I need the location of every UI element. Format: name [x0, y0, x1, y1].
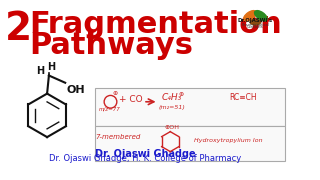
- Text: Hydroxytropylium Ion: Hydroxytropylium Ion: [194, 138, 262, 143]
- Bar: [95, 88, 285, 126]
- Text: C₄H₃: C₄H₃: [162, 93, 182, 102]
- Text: Pharmaceutical: Pharmaceutical: [242, 22, 269, 26]
- Text: ⊕OH: ⊕OH: [164, 125, 180, 130]
- Text: + CO: + CO: [119, 95, 142, 104]
- Ellipse shape: [250, 19, 261, 25]
- Text: OH: OH: [66, 85, 85, 94]
- Text: 2: 2: [4, 10, 32, 48]
- Text: Pathways: Pathways: [29, 31, 193, 60]
- Ellipse shape: [254, 11, 267, 21]
- Text: Dr. Ojaswi Ghadge, H. K. College of Pharmacy: Dr. Ojaswi Ghadge, H. K. College of Phar…: [49, 154, 241, 163]
- Text: Fragmentation: Fragmentation: [29, 10, 282, 39]
- Text: 7-membered: 7-membered: [95, 134, 140, 140]
- Bar: [95, 126, 285, 161]
- Text: Dr. Ojaswi Ghadge: Dr. Ojaswi Ghadge: [95, 149, 195, 159]
- Text: H: H: [47, 62, 55, 72]
- Text: H: H: [36, 66, 44, 76]
- Text: m/z=77: m/z=77: [99, 107, 120, 112]
- Ellipse shape: [244, 11, 256, 21]
- Text: Concepts: Concepts: [247, 25, 264, 29]
- Text: RC≡CH: RC≡CH: [229, 93, 257, 102]
- Text: ⊕: ⊕: [179, 92, 184, 97]
- Text: ⊕: ⊕: [112, 91, 118, 96]
- Text: (m₂=51): (m₂=51): [159, 105, 186, 110]
- Text: Dr.OJASWI's: Dr.OJASWI's: [238, 19, 273, 23]
